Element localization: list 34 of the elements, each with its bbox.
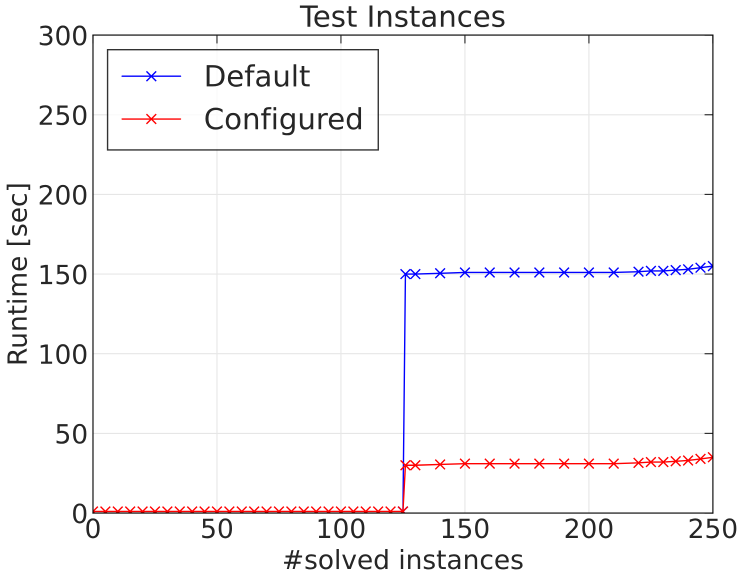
y-tick-label: 100 [40,344,86,364]
chart-title: Test Instances [300,6,505,28]
y-tick-label: 150 [40,264,86,284]
point [484,458,496,470]
x-tick-label: 250 [690,518,736,538]
legend-label: Default [206,64,310,87]
y-tick-label: 0 [73,503,86,524]
x-tick-label: 50 [202,518,232,538]
point [484,266,496,278]
point [534,266,545,278]
point [558,266,570,278]
point [459,266,470,278]
point [583,266,594,278]
point [558,458,570,470]
point [534,458,545,470]
point [508,458,520,470]
point [583,458,594,470]
point [608,266,620,278]
x-axis-title: #solved instances [284,549,523,570]
legend-label: Configured [205,107,362,136]
point [434,268,446,279]
x-tick-label: 150 [442,518,488,538]
y-axis-title: Runtime [sec] [6,184,30,364]
y-tick-label: 50 [56,424,86,444]
y-tick-label: 300 [40,26,86,46]
point [508,266,520,278]
y-tick-label: 250 [40,105,86,126]
point [459,458,470,470]
x-tick-label: 200 [566,518,612,538]
x-tick-label: 0 [86,518,100,538]
point [608,458,620,470]
x-tick-label: 100 [318,518,364,538]
point [434,458,446,470]
y-tick-label: 200 [40,184,86,205]
